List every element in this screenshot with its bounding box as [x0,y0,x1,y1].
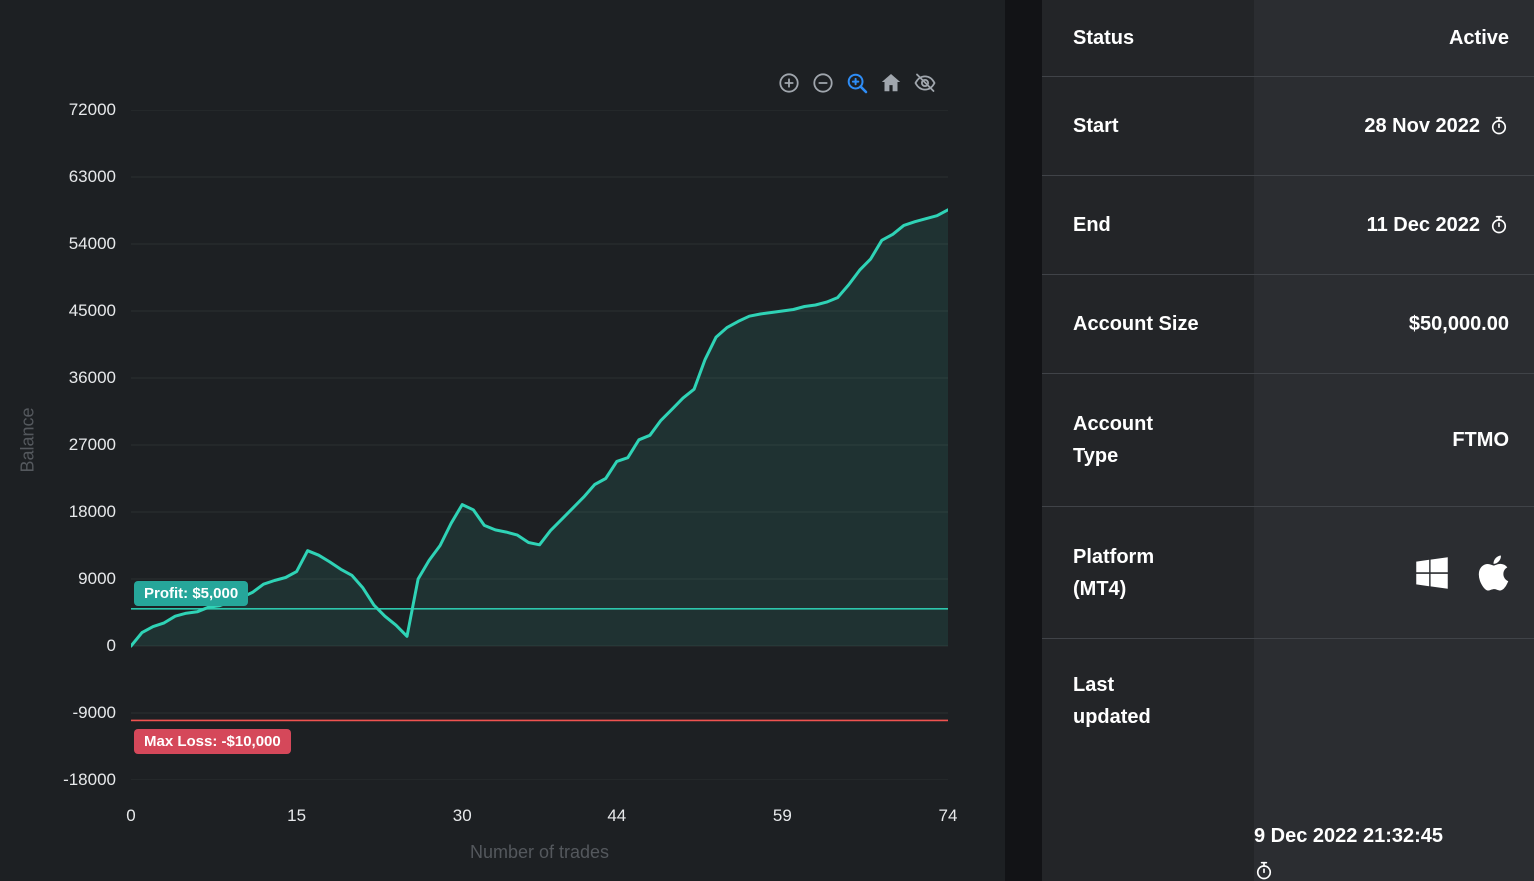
apple-icon[interactable] [1478,553,1509,593]
detail-row-account-type: Account Type FTMO [1042,374,1534,507]
x-axis-title: Number of trades [469,842,610,862]
status-label-cell: Status [1042,0,1254,76]
max-loss-badge: Max Loss: -$10,000 [134,729,291,755]
detail-row-last-updated: Last updated 9 Dec 2022 21:32:45 [1042,639,1534,881]
status-value-cell: Active [1254,0,1534,76]
account-type-label-cell: Account Type [1042,374,1254,506]
profit-target-badge: Profit: $5,000 [134,580,249,606]
platform-value-cell [1254,507,1534,638]
plot-area[interactable]: Profit: $5,000 Max Loss: -$10,000 [129,109,950,781]
y-tick-label: 36000 [68,368,116,387]
start-label-cell: Start [1042,77,1254,175]
account-type-value-cell: FTMO [1254,374,1534,506]
start-value-cell: 28 Nov 2022 [1254,77,1534,175]
detail-row-start: Start 28 Nov 2022 [1042,77,1534,176]
last-updated-value-cell: 9 Dec 2022 21:32:45 [1254,639,1534,881]
y-tick-label: 45000 [68,301,116,320]
y-tick-label: 18000 [68,502,116,521]
detail-row-platform: Platform (MT4) [1042,507,1534,639]
platform-icons [1414,553,1509,593]
chart-toolbar [777,71,937,95]
y-tick-label: 63000 [68,167,116,186]
y-tick-label: 0 [106,636,116,655]
y-tick-label: -9000 [72,703,116,722]
stopwatch-icon [1254,861,1274,881]
x-tick-label: 74 [938,806,958,825]
stopwatch-icon [1489,215,1509,235]
home-reset-icon[interactable] [879,71,903,95]
x-tick-label: 44 [607,806,627,825]
balance-line-chart [129,109,950,781]
detail-row-account-size: Account Size $50,000.00 [1042,275,1534,374]
platform-label-cell: Platform (MT4) [1042,507,1254,638]
toggle-spikelines-icon[interactable] [913,71,937,95]
box-zoom-icon[interactable] [845,71,869,95]
y-tick-label: 27000 [68,435,116,454]
account-size-label-cell: Account Size [1042,275,1254,373]
account-details-panel: Status Active Start 28 Nov 2022 End 11 D… [1042,0,1534,881]
last-updated-label-cell: Last updated [1042,639,1254,881]
x-tick-label: 15 [287,806,307,825]
y-tick-label: -18000 [63,770,116,789]
y-tick-label: 72000 [68,100,116,119]
x-tick-label: 0 [126,806,136,825]
account-size-value-cell: $50,000.00 [1254,275,1534,373]
zoom-out-icon[interactable] [811,71,835,95]
detail-row-status: Status Active [1042,0,1534,77]
detail-row-end: End 11 Dec 2022 [1042,176,1534,275]
zoom-in-icon[interactable] [777,71,801,95]
x-tick-label: 59 [772,806,792,825]
status-badge: Active [1448,27,1509,49]
balance-chart-panel: Balance Number of trades 72000 63000 54000… [0,0,1005,881]
y-tick-label: 9000 [78,569,116,588]
stopwatch-icon [1489,116,1509,136]
y-tick-label: 54000 [68,234,116,253]
windows-icon[interactable] [1414,555,1450,591]
end-value-cell: 11 Dec 2022 [1254,176,1534,274]
end-label-cell: End [1042,176,1254,274]
x-tick-label: 30 [452,806,472,825]
